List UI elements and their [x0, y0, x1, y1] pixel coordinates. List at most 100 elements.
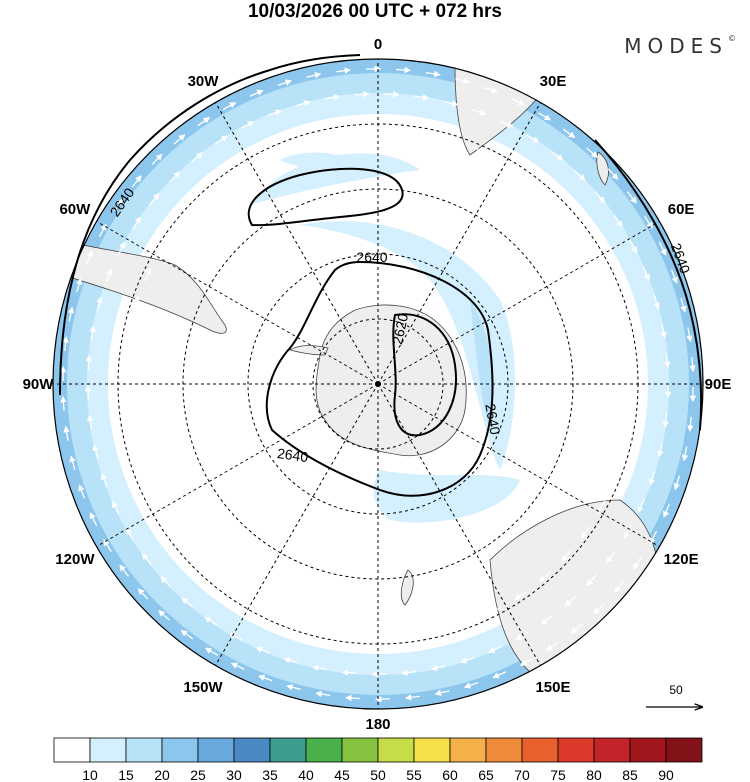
- wind-arrow: [515, 631, 529, 640]
- antarctic-peninsula: [288, 345, 329, 356]
- wind-arrow: [443, 100, 459, 107]
- wind-arrow: [642, 266, 650, 281]
- wind-arrow: [415, 129, 431, 137]
- madagascar: [596, 151, 609, 186]
- wind-arrow: [325, 94, 340, 101]
- wind-arrow: [689, 357, 696, 373]
- wind-arrow: [537, 112, 552, 121]
- contour-label: 2640: [276, 445, 309, 465]
- wind-arrow: [67, 306, 75, 322]
- south-pole-marker: [375, 381, 381, 387]
- colorbar-swatch: [413, 737, 451, 763]
- wind-arrow: [519, 657, 534, 666]
- wind-arrow: [538, 571, 551, 583]
- wind-arrow: [483, 86, 499, 94]
- wind-arrow: [663, 503, 670, 518]
- wind-arrow: [366, 65, 382, 73]
- wind-arrow: [624, 323, 632, 339]
- wind-arrow: [286, 684, 301, 691]
- wind-arrow: [60, 395, 67, 411]
- wind-arrow: [626, 191, 637, 204]
- wind-arrow: [687, 416, 694, 432]
- reference-vector: 50: [646, 683, 702, 707]
- colorbar-swatch: [665, 737, 703, 763]
- wind-arrow: [487, 606, 502, 615]
- wind-arrow: [611, 472, 618, 487]
- colorbar-swatch: [485, 737, 523, 763]
- wind-arrow: [222, 102, 237, 111]
- colorbar-swatch: [593, 737, 631, 763]
- wind-arrow: [511, 98, 526, 106]
- brand-mark: ©: [728, 34, 736, 43]
- colorbar-tick-label: 15: [118, 767, 134, 782]
- wind-arrow: [459, 619, 475, 627]
- wind-arrow: [623, 525, 632, 540]
- wind-arrow: [240, 121, 255, 130]
- wind-arrow: [191, 152, 204, 163]
- latitude-circle: [247, 253, 509, 515]
- meridian-line: [215, 383, 379, 666]
- wind-arrow: [76, 277, 83, 293]
- wind-arrow: [670, 269, 678, 284]
- wind-arrow: [112, 500, 120, 515]
- colorbar-tick-label: 25: [190, 767, 206, 782]
- wind-arrow: [586, 574, 597, 587]
- meridian-line: [377, 102, 541, 385]
- wind-arrow: [573, 170, 586, 181]
- wind-arrow: [122, 414, 129, 430]
- wind-arrow: [257, 674, 273, 682]
- wind-arrow: [267, 109, 282, 117]
- colorbar-swatch: [557, 737, 595, 763]
- wind-arrow: [282, 619, 297, 627]
- map-disc: [53, 59, 703, 709]
- wind-arrow: [673, 475, 680, 491]
- wind-arrow: [215, 135, 228, 145]
- wind-arrow: [151, 153, 163, 165]
- wind-arrow: [119, 564, 130, 577]
- wind-arrow: [117, 241, 126, 256]
- map-title: 10/03/2026 00 UTC + 072 hrs: [247, 1, 503, 22]
- wind-arrow: [133, 295, 140, 310]
- wind-arrow: [103, 538, 112, 553]
- colorbar-swatch: [305, 737, 343, 763]
- colorbar-swatch: [341, 737, 379, 763]
- colorbar-tick-label: 50: [370, 767, 386, 782]
- wind-arrow: [120, 353, 128, 369]
- colorbar-tick-label: 90: [658, 767, 674, 782]
- wind-arrow: [472, 109, 487, 116]
- colorbar-tick-label: 65: [478, 767, 494, 782]
- longitude-label: 60W: [59, 201, 91, 218]
- wind-arrow: [249, 89, 264, 97]
- wind-arrow: [633, 556, 642, 570]
- wind-arrow: [229, 591, 243, 601]
- wind-arrow: [550, 151, 564, 161]
- wind-arrow: [526, 134, 540, 143]
- wind-arrow: [434, 689, 450, 696]
- contour-2640-north: [247, 167, 404, 227]
- colorbar-swatch: [125, 737, 163, 763]
- wind-arrow: [128, 444, 135, 459]
- wind-arrow: [306, 72, 322, 79]
- contour-label: 2640: [356, 249, 387, 265]
- colorbar-tick-label: 35: [262, 767, 278, 782]
- wind-arrow: [549, 195, 562, 207]
- wind-arrow: [594, 191, 606, 204]
- wind-arrow: [526, 176, 539, 186]
- wind-arrow: [96, 296, 103, 312]
- wind-arrow: [570, 217, 582, 229]
- wind-arrow: [499, 120, 514, 128]
- wind-arrow: [400, 634, 416, 641]
- colorbar-tick-label: 80: [586, 767, 602, 782]
- wind-arrow: [216, 176, 230, 187]
- colorbar-swatch: [53, 737, 91, 763]
- wind-arrow: [114, 198, 123, 212]
- meridian-line: [215, 102, 379, 385]
- colorbar-tick-label: 70: [514, 767, 530, 782]
- wind-arrow: [229, 633, 243, 641]
- wind-arrow: [62, 336, 69, 352]
- wind-arrow: [132, 216, 141, 230]
- colorbar-tick-label: 20: [154, 767, 170, 782]
- colorbar-swatch: [269, 737, 307, 763]
- wind-arrow: [230, 662, 245, 670]
- wind-arrow: [204, 616, 218, 626]
